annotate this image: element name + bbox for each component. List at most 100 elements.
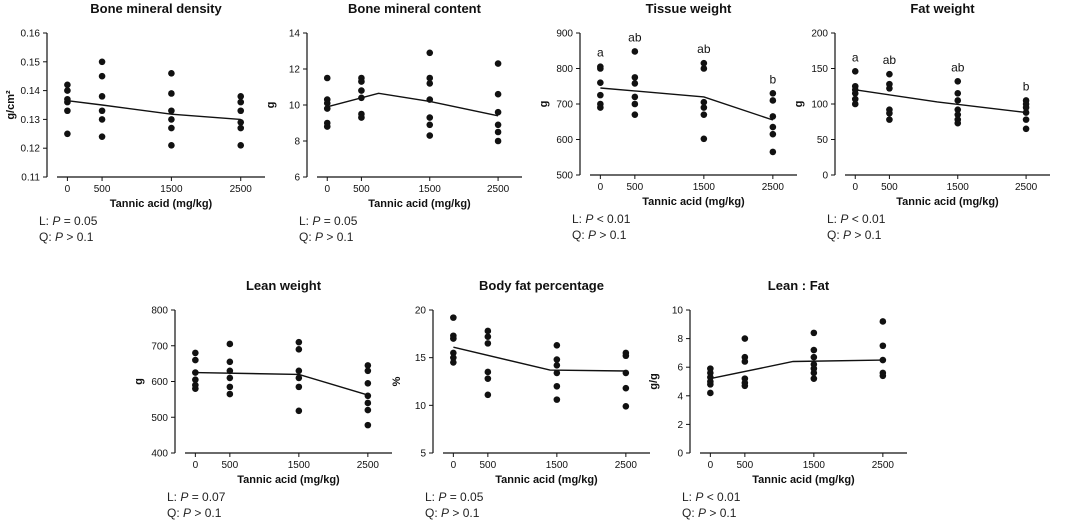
data-point [426,74,434,82]
data-point [1022,116,1030,123]
data-point [226,340,234,348]
significance-letter: b [1023,79,1030,93]
data-point [810,375,818,382]
stat-p: P [312,214,320,228]
data-point [886,116,893,123]
significance-letter: a [852,50,859,64]
data-point [64,87,71,94]
data-point [226,390,234,398]
data-point [954,97,962,104]
stat-line: L: P = 0.05 [425,490,484,504]
stat-label: L: [299,214,312,228]
data-point [426,96,434,103]
stat-label: Q: [167,506,183,520]
data-point [631,48,639,55]
stat-p: P [180,490,188,504]
data-point [954,111,962,118]
chart-title: Bone mineral density [90,1,222,16]
stat-p: P [183,506,191,520]
x-tick-label: 0 [598,182,604,193]
data-point [631,74,639,81]
data-point [707,381,714,388]
data-point [98,58,106,66]
data-point [450,349,457,357]
data-point [769,130,777,138]
x-axis-label: Tannic acid (mg/kg) [110,198,213,210]
data-point [192,385,199,392]
data-point [622,369,630,377]
data-point [64,107,71,115]
data-point [295,346,303,353]
y-tick-label: 5 [420,449,426,460]
stat-p: P [840,212,848,226]
data-point [553,341,561,349]
chart-title: Lean weight [246,278,322,293]
stat-line: Q: P > 0.1 [167,506,222,520]
x-tick-label: 1500 [947,182,970,193]
y-tick-label: 700 [151,341,168,352]
data-point [954,90,962,97]
data-point [426,121,434,129]
stat-p: P [315,230,323,244]
stat-label: Q: [299,230,315,244]
data-point [323,99,331,107]
x-axis-label: Tannic acid (mg/kg) [642,196,745,208]
stat-line: L: P = 0.05 [299,214,358,228]
stat-p: P [695,490,703,504]
data-point [700,111,708,118]
y-tick-label: 600 [151,377,168,388]
stat-p: P [441,506,449,520]
x-tick-label: 2500 [615,460,638,471]
data-point [484,333,492,340]
data-point [450,359,457,366]
data-point [597,65,604,72]
data-point [295,407,303,415]
data-point [886,109,893,117]
data-point [295,383,303,391]
fit-line [327,92,499,117]
data-point [810,329,818,337]
data-point [954,106,962,113]
stat-p: P [438,490,446,504]
x-tick-label: 2500 [357,460,380,471]
stat-label: Q: [572,228,588,242]
data-point [358,94,365,102]
data-point [631,100,639,108]
x-tick-label: 0 [451,460,457,471]
stat-value: > 0.1 [63,230,94,244]
y-axis-label: g [793,101,805,108]
chart-title: Body fat percentage [479,278,604,293]
fit-line [453,346,626,372]
data-point [631,111,639,118]
y-tick-label: 800 [556,64,573,75]
data-point [741,382,749,390]
chart-title: Tissue weight [646,1,732,16]
y-tick-label: 10 [415,401,427,412]
y-tick-label: 0.16 [21,29,41,40]
stat-label: Q: [682,506,698,520]
x-tick-label: 500 [737,460,754,471]
stat-line: Q: P > 0.1 [425,506,480,520]
data-point [168,124,175,132]
data-point [323,74,331,82]
significance-letter: ab [951,60,965,74]
data-point [168,107,175,115]
data-point [295,338,303,346]
data-point [237,124,245,132]
stat-value: > 0.1 [191,506,222,520]
data-point [426,132,434,139]
fit-line [855,89,1027,114]
y-tick-label: 8 [294,137,300,148]
data-point [98,93,106,100]
data-point [700,135,708,143]
chart-title: Fat weight [910,1,975,16]
y-axis-label: g/g [648,373,660,390]
fit-line [710,359,883,380]
data-point [954,119,962,127]
data-point [622,384,630,392]
data-point [237,98,245,106]
data-point [426,80,434,87]
x-tick-label: 0 [708,460,714,471]
x-tick-label: 1500 [803,460,826,471]
data-point [364,392,372,400]
